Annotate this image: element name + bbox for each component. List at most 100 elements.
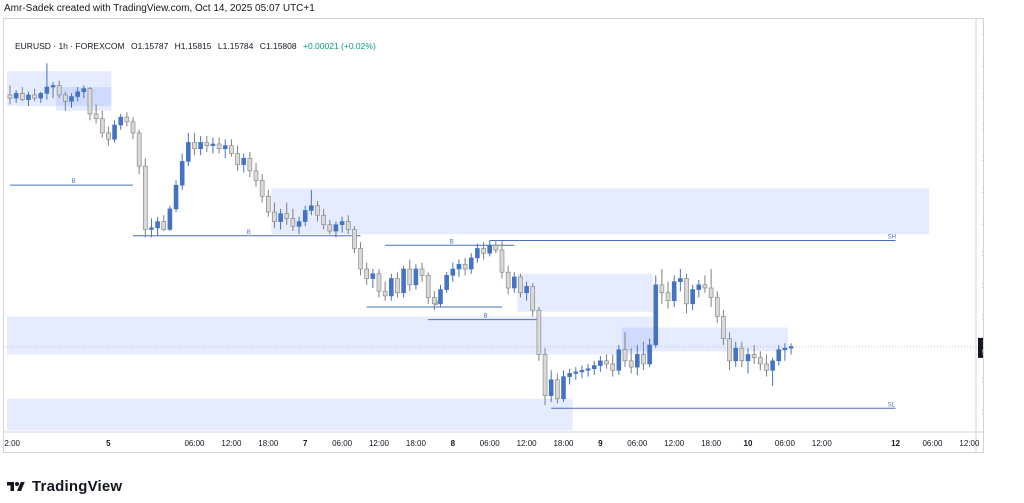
x-tick-label: 06:00 <box>480 439 501 448</box>
candle-body <box>161 221 167 230</box>
candle-body <box>591 365 597 370</box>
candle-body <box>764 363 769 371</box>
candle-body <box>413 268 419 286</box>
symbol-legend: EURUSD · 1h · FOREXCOM O1.15787 H1.15815… <box>15 41 380 51</box>
x-tick-label: 18:00 <box>406 439 427 448</box>
candle-body <box>721 316 726 339</box>
y-tick-label: 1.16600 <box>982 218 983 227</box>
candle-body <box>19 93 25 101</box>
candle-body <box>782 347 788 351</box>
y-tick-label: 1.16800 <box>982 186 983 195</box>
candle-body <box>450 268 456 276</box>
candle-body <box>284 213 290 219</box>
x-tick-label: 12:00 <box>4 439 21 448</box>
candle-body <box>548 379 554 396</box>
x-tick-label: 12:00 <box>959 439 980 448</box>
y-tick-label: 1.16400 <box>982 249 983 258</box>
y-tick-label: 1.17000 <box>982 154 983 163</box>
footer: TradingView <box>0 458 1024 503</box>
candle-body <box>315 205 320 216</box>
x-tick-label: 8 <box>451 439 456 448</box>
chart-frame[interactable]: BBBBBSHSL1.178001.176001.174001.172001.1… <box>3 18 984 453</box>
candle-body <box>358 248 363 270</box>
candle-body <box>462 263 468 270</box>
candle-body <box>604 360 609 365</box>
candle-body <box>352 229 357 249</box>
last-price-label: 1.15808 <box>982 339 983 348</box>
candle-body <box>296 221 302 227</box>
y-tick-label: 1.17200 <box>982 123 983 132</box>
y-tick-label: 1.15600 <box>982 376 983 385</box>
candle-body <box>106 132 111 140</box>
zone-rect <box>271 188 930 235</box>
x-tick-label: 5 <box>106 439 111 448</box>
candle-body <box>653 284 659 346</box>
tradingview-logo[interactable]: TradingView <box>6 478 122 495</box>
candle-body <box>149 227 154 230</box>
candle-body <box>198 142 203 150</box>
legend-symbol[interactable]: EURUSD · 1h · FOREXCOM <box>15 41 125 51</box>
candle-body <box>290 218 296 227</box>
candle-body <box>87 88 93 115</box>
y-tick-label: 1.17800 <box>982 28 983 37</box>
candle-body <box>229 145 234 154</box>
candle-body <box>81 88 87 93</box>
candle-body <box>32 94 37 99</box>
brand-name: TradingView <box>32 478 123 495</box>
candle-body <box>542 354 548 396</box>
candle-body <box>684 278 689 305</box>
author-credit: Amr-Sadek created with TradingView.com, … <box>4 3 315 14</box>
candle-body <box>641 354 646 365</box>
y-tick-label: 1.16000 <box>982 312 983 321</box>
candle-body <box>573 371 579 374</box>
candle-body <box>93 113 99 119</box>
candle-body <box>272 211 277 222</box>
candle-body <box>63 94 68 102</box>
candle-body <box>475 248 480 259</box>
x-tick-label: 12:00 <box>369 439 390 448</box>
y-tick-label: 1.17400 <box>982 91 983 100</box>
zone-rect <box>56 87 112 111</box>
candle-body <box>99 118 105 134</box>
chart-canvas[interactable]: BBBBBSHSL1.178001.176001.174001.172001.1… <box>4 19 983 452</box>
candle-body <box>690 289 695 305</box>
candle-body <box>659 284 665 294</box>
legend-high: H1.15815 <box>174 41 212 51</box>
candle-body <box>186 142 191 162</box>
candle-body <box>702 284 708 289</box>
level-label: B <box>247 230 251 236</box>
candle-body <box>714 297 720 317</box>
y-tick-label: 1.16200 <box>982 281 983 290</box>
candle-body <box>419 268 425 276</box>
candle-body <box>401 268 406 294</box>
candle-body <box>493 244 499 251</box>
candle-body <box>585 368 591 371</box>
candle-body <box>75 91 80 97</box>
candle-body <box>647 344 652 365</box>
x-tick-label: 12:00 <box>517 439 538 448</box>
candle-body <box>444 275 449 290</box>
candle-body <box>210 143 216 146</box>
candle-body <box>468 257 474 270</box>
x-tick-label: 06:00 <box>922 439 943 448</box>
candle-body <box>136 132 142 167</box>
candle-body <box>708 287 714 298</box>
candle-body <box>265 195 271 213</box>
countdown-label: 52:13 <box>982 348 983 357</box>
candle-body <box>259 180 265 197</box>
x-tick-label: 12:00 <box>221 439 242 448</box>
x-tick-label: 7 <box>303 439 308 448</box>
candle-body <box>364 268 370 279</box>
candle-body <box>395 278 400 294</box>
y-tick-label: 1.15400 <box>982 407 983 416</box>
candle-body <box>167 208 173 230</box>
zone-rect <box>622 327 788 352</box>
candle-body <box>155 221 160 229</box>
x-tick-label: 06:00 <box>332 439 353 448</box>
candle-body <box>518 276 523 294</box>
candle-body <box>561 376 566 400</box>
candle-body <box>173 184 179 210</box>
level-label: SH <box>888 235 896 241</box>
level-label: B <box>72 179 76 185</box>
legend-close: C1.15808 <box>259 41 297 51</box>
